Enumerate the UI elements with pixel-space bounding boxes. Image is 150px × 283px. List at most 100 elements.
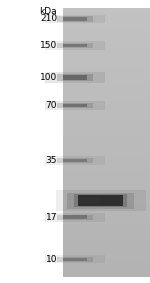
- Bar: [63, 257, 150, 259]
- Bar: [63, 142, 150, 143]
- Bar: [63, 23, 150, 25]
- Bar: [63, 250, 150, 252]
- Bar: [63, 271, 150, 272]
- Bar: [57, 16, 93, 22]
- Bar: [63, 268, 150, 269]
- Bar: [63, 183, 150, 185]
- Bar: [63, 128, 150, 130]
- Bar: [63, 127, 150, 128]
- Bar: [63, 115, 150, 116]
- Bar: [57, 103, 93, 108]
- Bar: [63, 26, 150, 27]
- Bar: [63, 92, 150, 93]
- Bar: [63, 194, 150, 195]
- Bar: [63, 72, 150, 73]
- Bar: [63, 159, 150, 160]
- Bar: [63, 117, 150, 119]
- Bar: [63, 85, 150, 87]
- Bar: [45, 213, 105, 222]
- Bar: [63, 230, 150, 231]
- Bar: [63, 12, 150, 14]
- Bar: [63, 238, 150, 240]
- Bar: [63, 55, 150, 57]
- Bar: [63, 152, 150, 154]
- Bar: [63, 190, 150, 191]
- Text: 35: 35: [45, 156, 57, 165]
- Bar: [63, 74, 150, 76]
- Bar: [63, 237, 150, 238]
- Bar: [63, 49, 150, 50]
- Bar: [63, 69, 150, 70]
- Bar: [63, 233, 150, 234]
- Bar: [63, 245, 150, 246]
- Bar: [74, 194, 128, 207]
- Bar: [63, 175, 150, 177]
- Bar: [63, 81, 150, 82]
- Bar: [56, 190, 146, 211]
- Bar: [63, 134, 150, 135]
- Bar: [63, 264, 150, 265]
- Bar: [63, 33, 150, 34]
- Bar: [63, 19, 150, 21]
- Bar: [63, 166, 150, 167]
- Bar: [63, 62, 150, 64]
- Bar: [63, 207, 150, 209]
- Bar: [63, 17, 87, 21]
- Bar: [63, 189, 150, 190]
- Bar: [63, 77, 150, 78]
- Text: 100: 100: [40, 73, 57, 82]
- Bar: [63, 15, 150, 16]
- Bar: [63, 151, 150, 152]
- Bar: [63, 145, 150, 147]
- Bar: [63, 143, 150, 144]
- Bar: [63, 231, 150, 233]
- Bar: [63, 201, 150, 202]
- Bar: [63, 16, 150, 18]
- Bar: [63, 78, 150, 80]
- Bar: [63, 125, 150, 127]
- Bar: [63, 86, 150, 88]
- Bar: [63, 213, 150, 214]
- Bar: [63, 210, 150, 211]
- Bar: [63, 29, 150, 30]
- Bar: [63, 150, 150, 151]
- Bar: [63, 181, 150, 182]
- Bar: [63, 228, 150, 229]
- Bar: [63, 154, 150, 155]
- Bar: [63, 174, 150, 175]
- Bar: [63, 221, 150, 222]
- Bar: [45, 255, 105, 263]
- Bar: [63, 241, 150, 242]
- Bar: [63, 244, 150, 245]
- Bar: [63, 44, 87, 47]
- Bar: [63, 22, 150, 23]
- Bar: [57, 74, 93, 81]
- Bar: [63, 236, 150, 237]
- Bar: [63, 206, 150, 207]
- Bar: [45, 15, 105, 23]
- Bar: [63, 27, 150, 29]
- Bar: [63, 50, 150, 52]
- Bar: [63, 11, 150, 12]
- Bar: [63, 98, 150, 100]
- Bar: [63, 162, 150, 163]
- Bar: [63, 214, 150, 216]
- Bar: [63, 120, 150, 121]
- Bar: [63, 35, 150, 37]
- Bar: [63, 225, 150, 226]
- Bar: [63, 159, 87, 162]
- Bar: [63, 215, 87, 219]
- Bar: [63, 144, 150, 145]
- Bar: [63, 148, 150, 150]
- Bar: [63, 107, 150, 108]
- Bar: [63, 273, 150, 275]
- Bar: [63, 164, 150, 166]
- Bar: [63, 105, 150, 107]
- Bar: [63, 253, 150, 254]
- Bar: [63, 136, 150, 138]
- Bar: [63, 100, 150, 101]
- Bar: [63, 59, 150, 61]
- Bar: [63, 14, 150, 15]
- Bar: [63, 66, 150, 68]
- Bar: [63, 18, 150, 19]
